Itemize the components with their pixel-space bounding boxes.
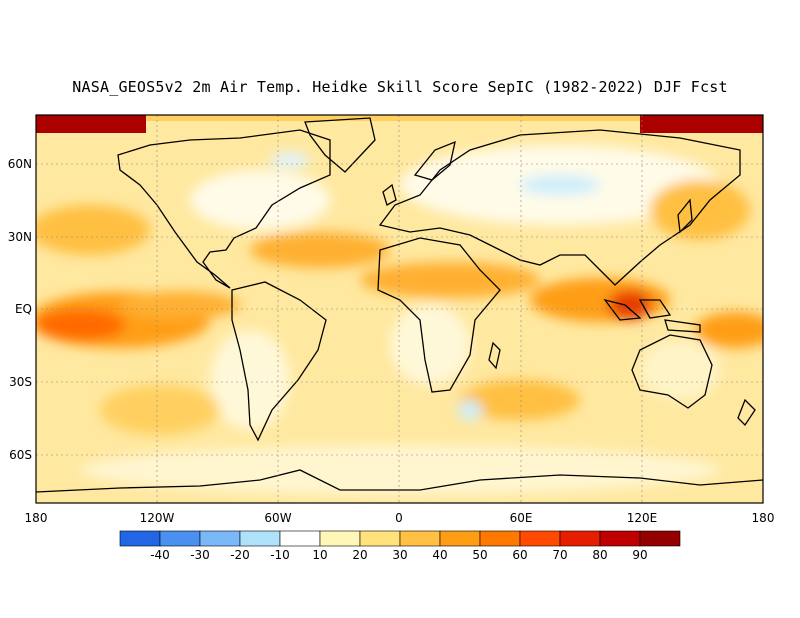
colorbar-swatch (280, 531, 320, 546)
colorbar-label: -30 (190, 548, 210, 562)
colorbar-label: 30 (392, 548, 407, 562)
colorbar-label: -40 (150, 548, 170, 562)
lat-label-eq: EQ (15, 302, 32, 316)
colorbar-swatch (400, 531, 440, 546)
colorbar-swatch (520, 531, 560, 546)
colorbar-label: 50 (472, 548, 487, 562)
lon-labels: 180 120W 60W 0 60E 120E 180 (25, 511, 775, 525)
colorbar-swatch (560, 531, 600, 546)
lon-label-0: 0 (395, 511, 403, 525)
lon-label-120e: 120E (627, 511, 658, 525)
colorbar-swatch (120, 531, 160, 546)
colorbar-swatch (440, 531, 480, 546)
lon-label-60e: 60E (510, 511, 533, 525)
lon-label-180w: 180 (25, 511, 48, 525)
colorbar-swatch (240, 531, 280, 546)
colorbar-label: -10 (270, 548, 290, 562)
colorbar-label: 40 (432, 548, 447, 562)
colorbar-label: 60 (512, 548, 527, 562)
colorbar-swatch (600, 531, 640, 546)
colorbar-label: 20 (352, 548, 367, 562)
lat-label-30s: 30S (9, 375, 32, 389)
lat-label-60s: 60S (9, 448, 32, 462)
lon-label-180e: 180 (752, 511, 775, 525)
colorbar-swatch (640, 531, 680, 546)
colorbar-swatch (480, 531, 520, 546)
lon-label-120w: 120W (140, 511, 175, 525)
colorbar-swatch (360, 531, 400, 546)
lat-label-60n: 60N (8, 157, 32, 171)
colorbar-label: 90 (632, 548, 647, 562)
colorbar-label: -20 (230, 548, 250, 562)
colorbar-swatch (320, 531, 360, 546)
lon-label-60w: 60W (264, 511, 291, 525)
lat-label-30n: 30N (8, 230, 32, 244)
colorbar-label: 70 (552, 548, 567, 562)
colorbar-swatch (160, 531, 200, 546)
colorbar: -40 -30 -20 -10 10 20 30 40 50 60 70 80 90 (120, 531, 680, 562)
colorbar-label: 80 (592, 548, 607, 562)
colorbar-swatch (200, 531, 240, 546)
colorbar-label: 10 (312, 548, 327, 562)
lat-labels: 60N 30N EQ 30S 60S (8, 157, 32, 462)
